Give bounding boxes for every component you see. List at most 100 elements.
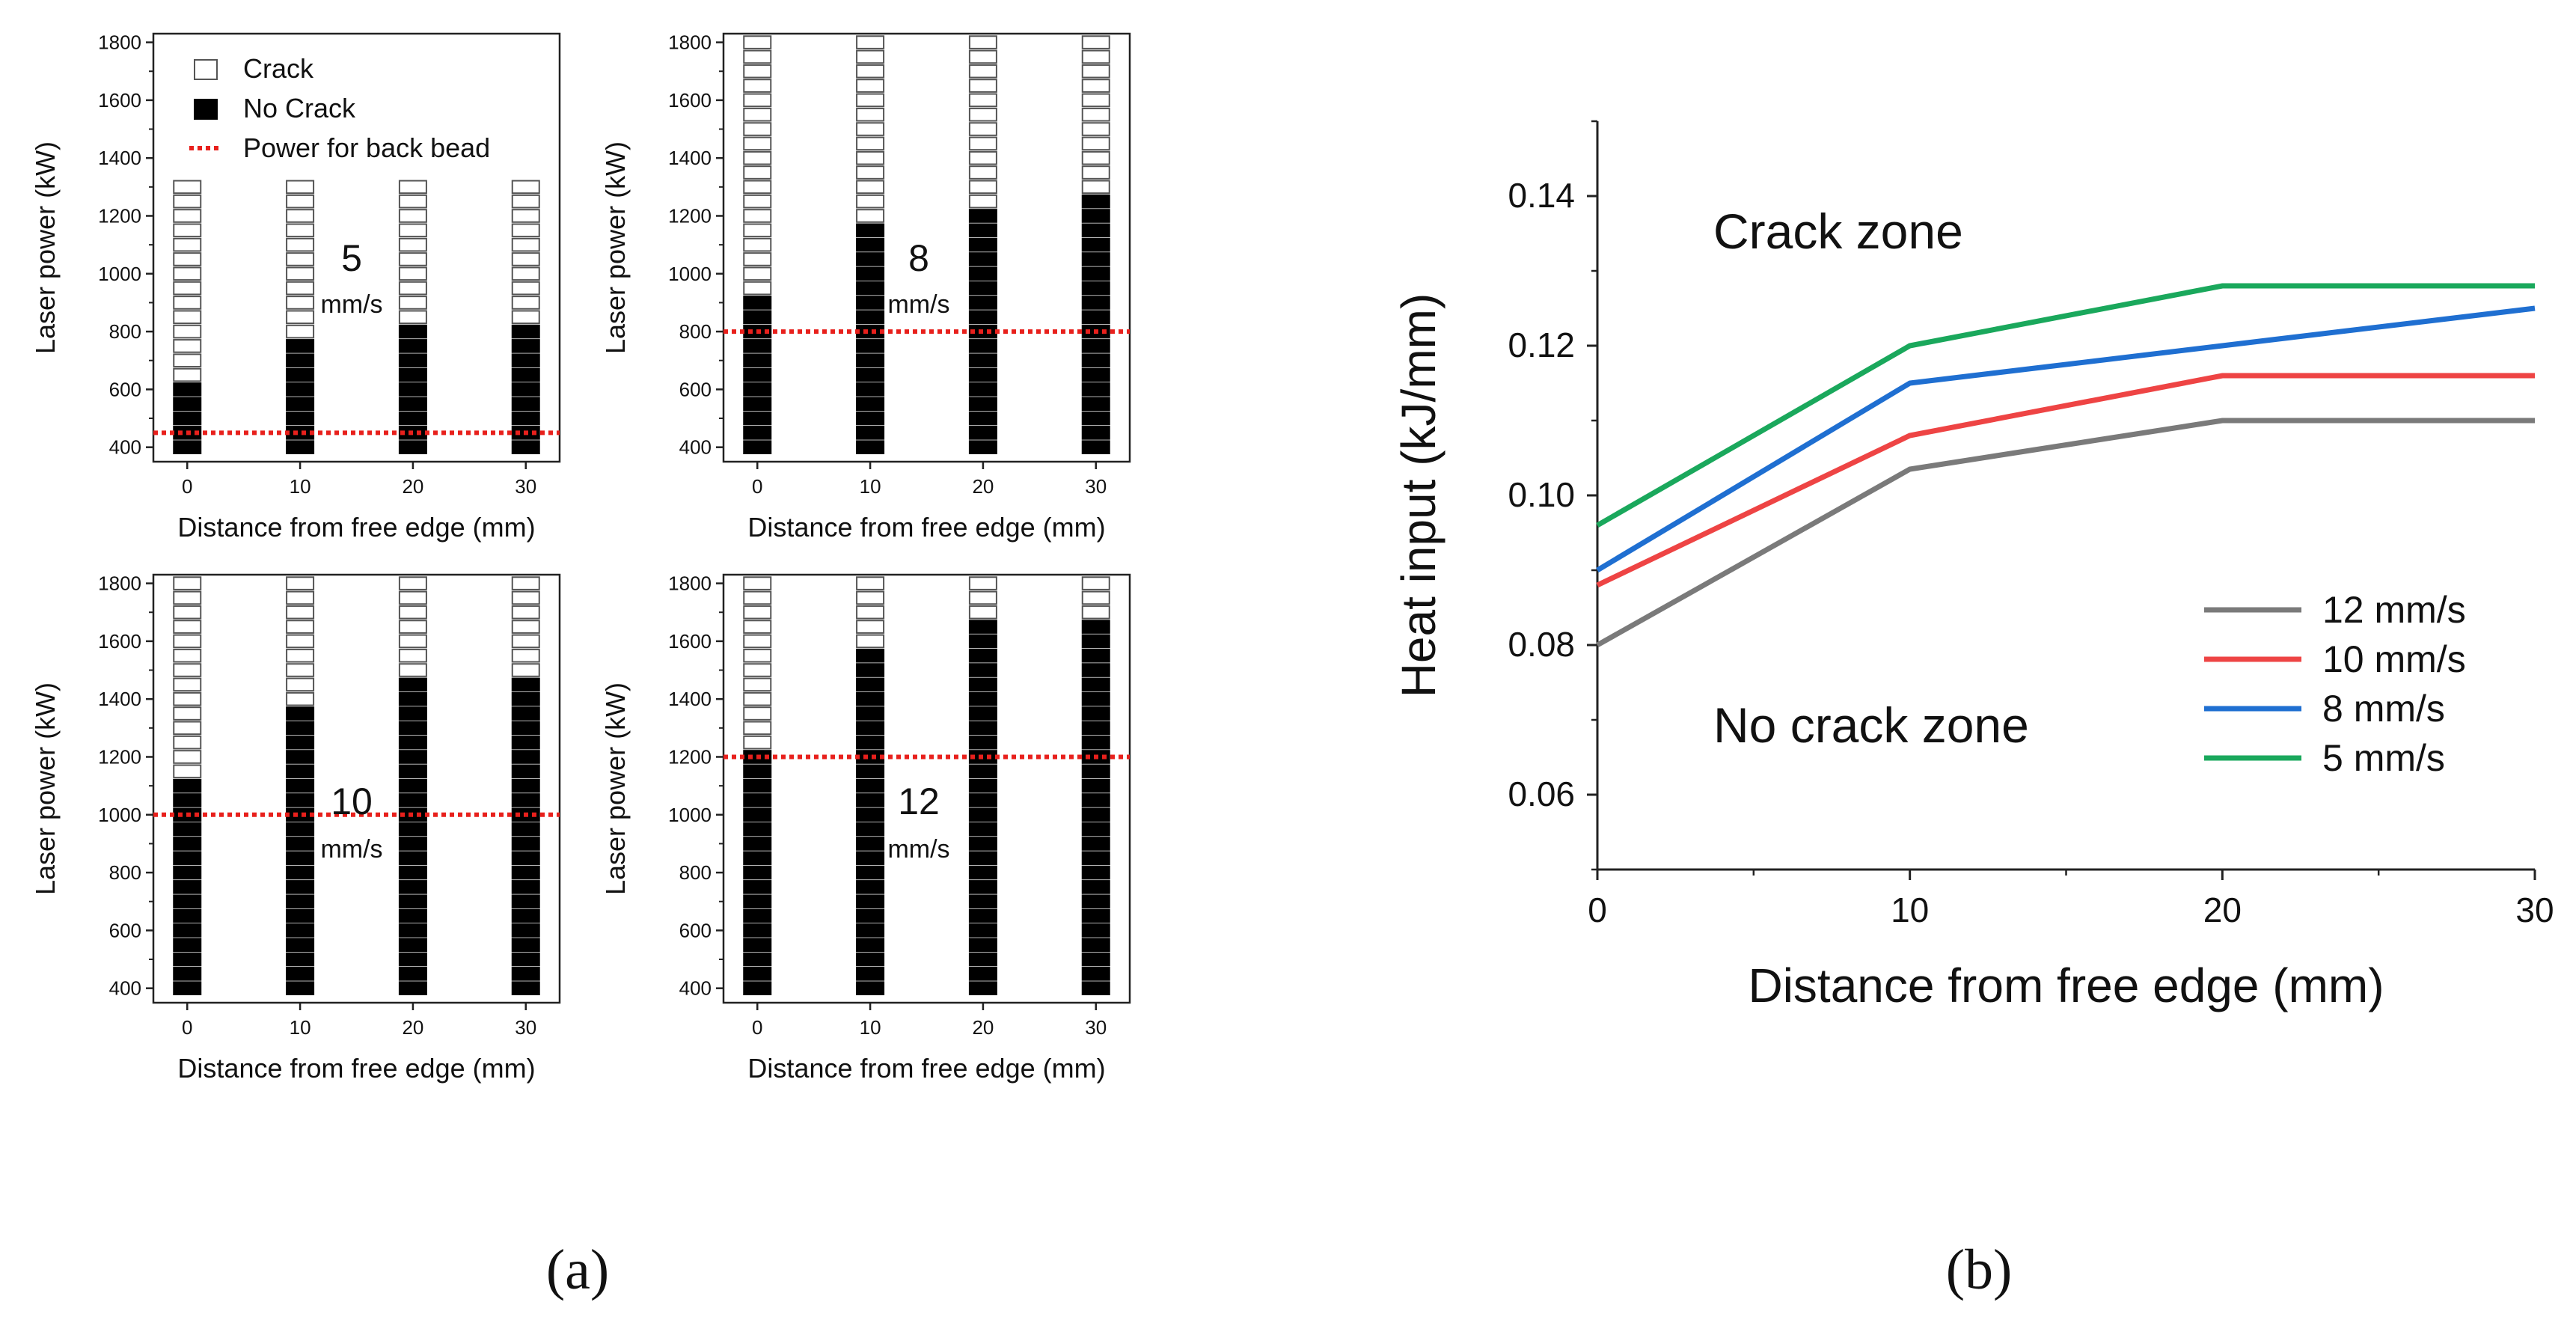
no-crack-marker [286, 411, 315, 426]
no-crack-marker [968, 851, 997, 866]
crack-marker [173, 296, 202, 310]
y-tick-label: 600 [109, 919, 141, 941]
crack-marker [1081, 64, 1110, 79]
no-crack-marker [856, 735, 885, 750]
no-crack-marker [856, 411, 885, 426]
crack-marker [743, 691, 772, 706]
legend-no-crack-label: No Crack [243, 93, 356, 123]
no-crack-marker [1081, 677, 1110, 692]
no-crack-marker [286, 382, 315, 397]
no-crack-marker [968, 880, 997, 894]
crack-marker [743, 150, 772, 165]
series-line [1596, 373, 2535, 588]
crack-marker [743, 266, 772, 281]
no-crack-marker [286, 865, 315, 880]
panel-a4: 400 600 800 1000 1200 1400 1600 1800 0 10 20 30 Dist… [600, 572, 1131, 1084]
crack-marker [968, 605, 997, 620]
no-crack-marker [856, 894, 885, 909]
crack-marker [511, 194, 540, 209]
crack-marker [286, 237, 315, 252]
y-tick-label: 1800 [668, 31, 712, 54]
no-crack-marker [743, 296, 772, 310]
no-crack-marker [1081, 721, 1110, 736]
no-crack-marker [511, 938, 540, 953]
no-crack-marker [968, 296, 997, 310]
x-tick-label: 30 [515, 475, 536, 498]
crack-marker [173, 310, 202, 325]
no-crack-marker [511, 822, 540, 837]
crack-marker [173, 367, 202, 382]
no-crack-marker [398, 764, 427, 779]
crack-marker [968, 150, 997, 165]
no-crack-marker [286, 735, 315, 750]
crack-marker [286, 634, 315, 649]
no-crack-marker [1081, 865, 1110, 880]
no-crack-marker [173, 778, 202, 793]
no-crack-marker [511, 837, 540, 851]
y-tick-label: 1800 [98, 572, 141, 595]
no-crack-marker [286, 706, 315, 721]
crack-marker [743, 237, 772, 252]
crack-marker [856, 590, 885, 605]
crack-marker [856, 122, 885, 136]
no-crack-marker [856, 382, 885, 397]
series-line [1596, 305, 2536, 573]
x-tick-label: 10 [1891, 890, 1929, 929]
no-crack-marker [856, 908, 885, 923]
crack-marker [968, 165, 997, 180]
crack-marker [743, 136, 772, 151]
crack-marker [743, 721, 772, 736]
no-crack-marker [398, 691, 427, 706]
no-crack-marker [173, 981, 202, 995]
crack-marker [398, 605, 427, 620]
no-crack-marker [398, 397, 427, 412]
crack-marker [856, 79, 885, 93]
no-crack-marker [398, 339, 427, 353]
crack-marker [173, 209, 202, 223]
no-crack-marker [1081, 281, 1110, 296]
crack-marker [743, 93, 772, 108]
crack-marker [856, 136, 885, 151]
no-crack-marker [1081, 209, 1110, 223]
y-tick-label: 800 [109, 861, 141, 884]
x-tick-label: 10 [290, 1016, 311, 1039]
no-crack-marker [968, 648, 997, 663]
crack-marker [173, 194, 202, 209]
no-crack-marker [968, 807, 997, 822]
crack-marker [743, 590, 772, 605]
no-crack-marker [511, 706, 540, 721]
no-crack-marker [511, 677, 540, 692]
no-crack-marker [173, 865, 202, 880]
y-tick-label: 800 [679, 320, 712, 343]
no-crack-marker [286, 339, 315, 353]
x-tick-label: 10 [860, 1016, 881, 1039]
crack-marker [743, 209, 772, 223]
no-crack-marker [856, 764, 885, 779]
y-tick-label: 600 [679, 378, 712, 400]
crack-marker [1081, 150, 1110, 165]
y-tick-label: 400 [679, 436, 712, 459]
panel-label-a: (a) [546, 1238, 609, 1301]
y-tick-label: 1400 [98, 147, 141, 169]
crack-marker [856, 165, 885, 180]
no-crack-marker [398, 851, 427, 866]
crack-marker [398, 266, 427, 281]
crack-marker [743, 180, 772, 195]
no-crack-marker [511, 981, 540, 995]
y-tick-label: 1000 [668, 804, 712, 826]
y-tick-label: 1800 [98, 31, 141, 54]
panel-a2: 400 600 800 1000 1200 1400 1600 1800 0 10 20 30 Dist… [600, 31, 1131, 543]
crack-marker [173, 721, 202, 736]
x-tick-label: 30 [1085, 1016, 1107, 1039]
no-crack-marker [968, 778, 997, 793]
legend-crack-marker [194, 59, 218, 80]
no-crack-marker [968, 310, 997, 325]
no-crack-marker [743, 822, 772, 837]
no-crack-marker [173, 880, 202, 894]
crack-marker [173, 634, 202, 649]
crack-marker [286, 677, 315, 692]
y-axis-label: Laser power (kW) [600, 682, 631, 895]
no-crack-marker [1081, 938, 1110, 953]
crack-marker [1081, 576, 1110, 590]
y-tick-label: 600 [679, 919, 712, 941]
